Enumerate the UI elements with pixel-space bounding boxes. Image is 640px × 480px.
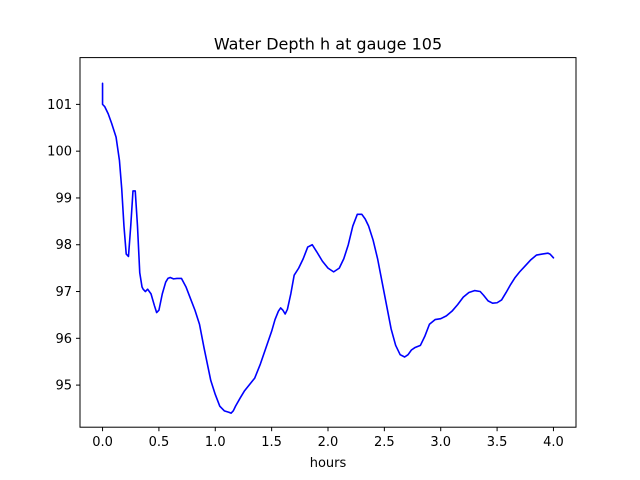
x-tick-label: 3.5 — [487, 435, 508, 450]
chart-title: Water Depth h at gauge 105 — [214, 35, 442, 54]
y-tick-label: 100 — [47, 145, 72, 160]
x-tick-label: 0.5 — [149, 435, 170, 450]
y-tick-label: 96 — [55, 332, 72, 347]
y-tick-label: 97 — [55, 285, 72, 300]
y-tick-label: 95 — [55, 379, 72, 394]
x-tick-label: 2.0 — [318, 435, 339, 450]
x-tick-label: 0.0 — [92, 435, 113, 450]
plot-frame — [79, 57, 577, 428]
x-tick-label: 2.5 — [374, 435, 395, 450]
y-tick-label: 99 — [55, 191, 72, 206]
x-tick-label: 1.0 — [205, 435, 226, 450]
plot-area — [80, 57, 576, 428]
series-line — [101, 82, 555, 414]
x-axis: 0.0 0.5 1.0 1.5 2.0 2.5 3.0 3.5 4.0 — [92, 427, 564, 450]
x-tick-label: 4.0 — [543, 435, 564, 450]
x-axis-label: hours — [310, 456, 347, 471]
y-tick-label: 101 — [47, 98, 72, 113]
x-tick-label: 3.0 — [430, 435, 451, 450]
y-tick-label: 98 — [55, 238, 72, 253]
y-axis: 95 96 97 98 99 100 101 — [47, 98, 80, 394]
x-tick-label: 1.5 — [261, 435, 282, 450]
